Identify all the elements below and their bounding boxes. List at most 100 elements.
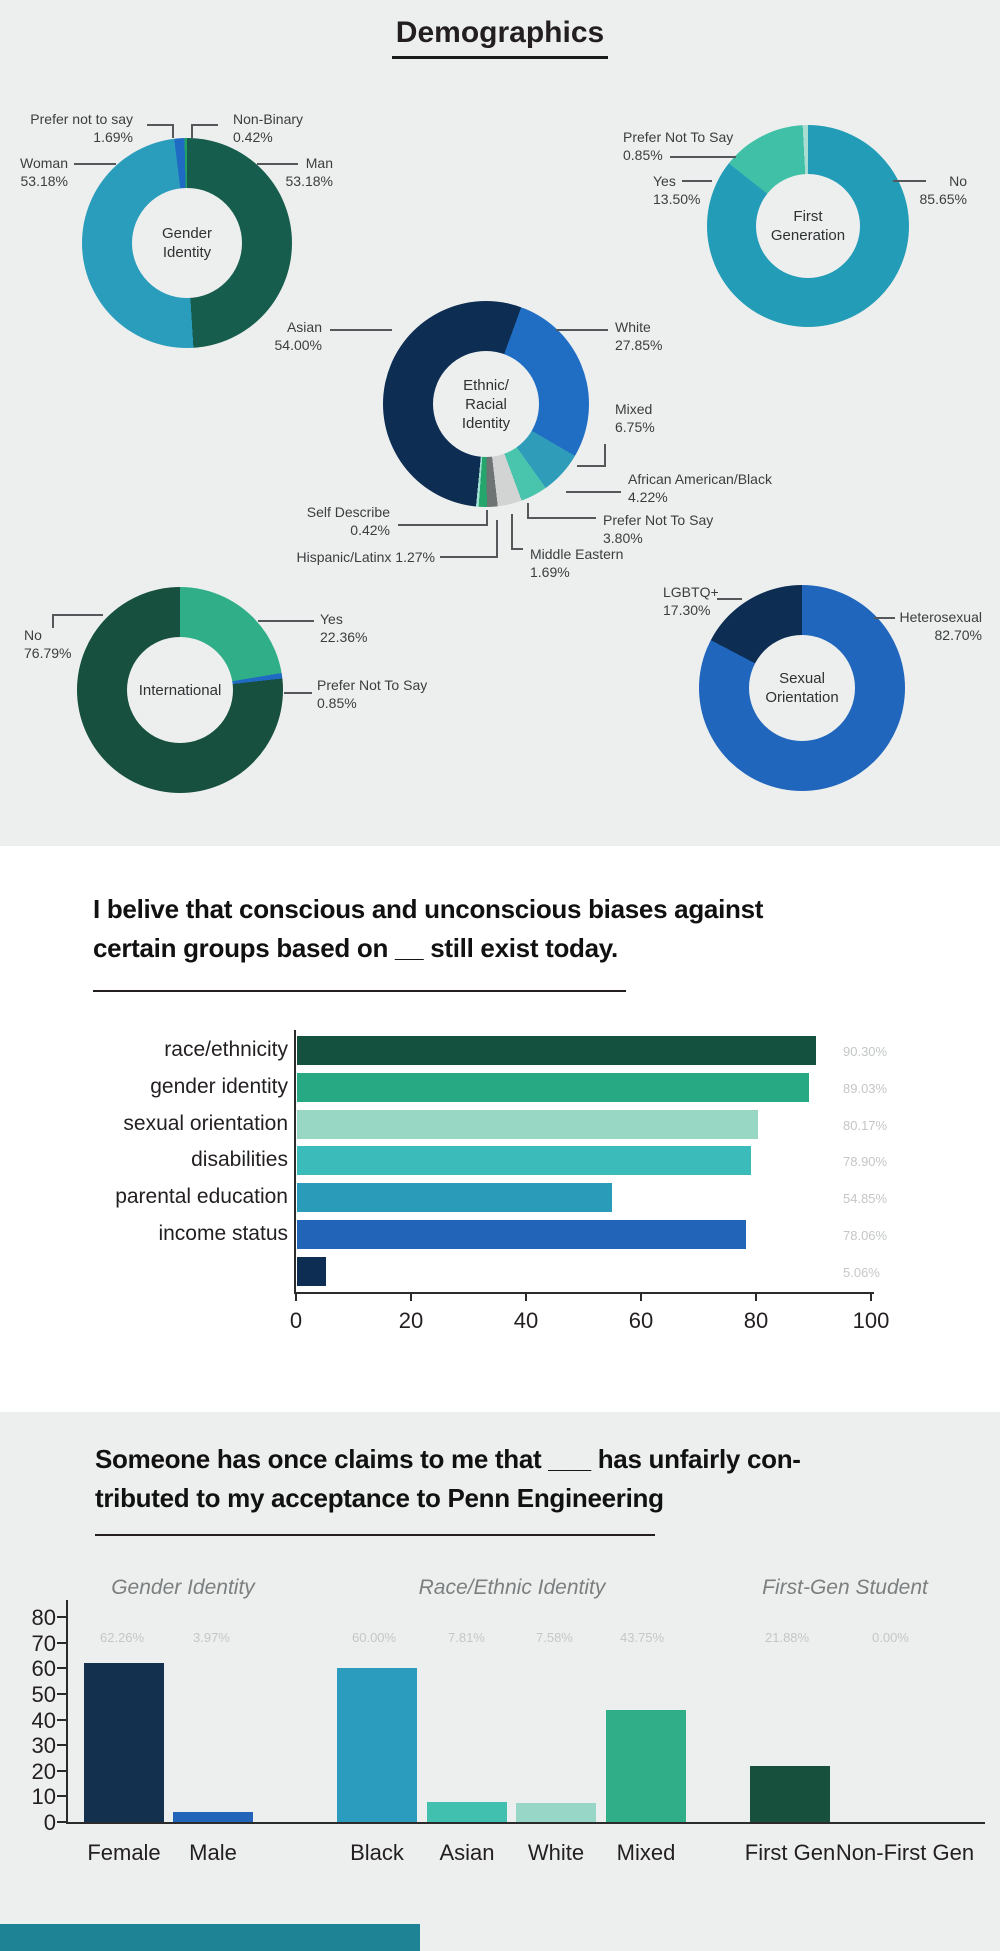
sexual-orientation-slice-label: Heterosexual 82.70% <box>900 608 983 644</box>
bias-value-label: 5.06% <box>843 1264 880 1280</box>
slice-label-line: 1.69% <box>530 564 570 580</box>
slice-label-line: Man <box>305 155 333 171</box>
slice-label-line: No <box>24 627 42 643</box>
accept-y-tick-label: 70 <box>31 1630 56 1656</box>
ethnic-racial-identity-center-line: Identity <box>461 414 511 432</box>
accept-x-label: Male <box>189 1840 237 1865</box>
bias-chart-title-line1: I belive that conscious and unconscious … <box>93 894 764 924</box>
leader-line <box>496 520 498 558</box>
accept-value-label: 7.58% <box>536 1630 573 1645</box>
leader-line <box>670 156 736 158</box>
accept-y-tick <box>57 1667 67 1670</box>
slice-label-line: Asian <box>286 319 322 335</box>
group-title-gender-identity: Gender Identity <box>111 1576 255 1599</box>
ethnic-racial-identity-slice-label: White 27.85% <box>615 318 662 354</box>
bias-category-label: parental education <box>115 1185 288 1209</box>
gender-identity-center-line: Gender <box>161 225 213 242</box>
leader-line <box>604 444 606 466</box>
slice-label-line: 22.36% <box>320 629 368 645</box>
slice-label-line: Yes <box>320 611 343 627</box>
bottom-accent-strip <box>0 1924 420 1951</box>
accept-y-tick-label: 40 <box>31 1707 56 1733</box>
accept-y-tick <box>57 1693 67 1695</box>
leader-line <box>527 503 529 519</box>
slice-label-line: 0.85% <box>623 147 663 163</box>
accept-y-tick <box>57 1718 67 1721</box>
accept-value-label: 21.88% <box>765 1630 810 1645</box>
bias-category-label: sexual orientation <box>123 1111 288 1135</box>
leader-line <box>556 329 608 331</box>
bias-x-tick <box>525 1292 527 1301</box>
leader-line <box>893 180 926 182</box>
leader-line <box>74 163 116 165</box>
ethnic-racial-identity-slice-label: Asian 54.00% <box>275 318 322 354</box>
slice-label-line: Mixed <box>615 401 653 417</box>
ethnic-racial-identity-slice-label: Self Describe 0.42% <box>307 503 390 539</box>
leader-line <box>191 124 218 126</box>
slice-label-line: Prefer Not To Say <box>317 677 428 693</box>
accept-bar-female <box>84 1662 164 1822</box>
ethnic-racial-identity-slice-label: Hispanic/Latinx 1.27% <box>296 548 435 566</box>
slice-label-line: 82.70% <box>934 627 982 643</box>
accept-y-tick <box>57 1795 67 1798</box>
accept-value-label: 0.00% <box>872 1630 909 1645</box>
accept-y-tick <box>57 1821 67 1823</box>
bias-x-tick-label: 40 <box>513 1308 539 1333</box>
demographics-title-wrap: Demographics <box>0 16 1000 59</box>
accept-x-label: First Gen <box>744 1840 836 1865</box>
page-title: Demographics <box>391 16 609 59</box>
bias-chart-title-line2: certain groups based on __ still exist t… <box>93 933 618 963</box>
first-generation-slice-label: Prefer Not To Say 0.85% <box>623 128 733 164</box>
accept-x-label: Mixed <box>616 1840 676 1865</box>
ethnic-racial-identity-slice-label: Prefer Not To Say 3.80% <box>603 511 713 547</box>
slice-label-line: 0.42% <box>350 522 390 538</box>
accept-bar-black <box>337 1668 417 1822</box>
bias-bar-race/ethnicity <box>297 1036 817 1065</box>
slice-label-line: Middle Eastern <box>530 546 624 562</box>
accept-x-label: Female <box>87 1840 161 1865</box>
bias-x-axis <box>294 1292 874 1294</box>
gender-identity-center-line: Identity <box>162 244 212 261</box>
slice-label-line: African American/Black <box>628 471 772 487</box>
accept-bar-mixed <box>606 1710 686 1822</box>
group-title-race-ethnic-identity: Race/Ethnic Identity <box>418 1576 606 1599</box>
sexual-orientation-slice-label: LGBTQ+ 17.30% <box>663 583 719 619</box>
accept-bar-white <box>516 1802 596 1822</box>
bias-category-label: gender identity <box>150 1074 288 1098</box>
slice-label-line: Prefer not to say <box>30 111 133 127</box>
slice-label-line: 76.79% <box>24 645 72 661</box>
slice-label-line: 53.18% <box>20 173 68 189</box>
acceptance-chart-title-line2: tributed to my acceptance to Penn Engine… <box>95 1483 664 1513</box>
slice-label-line: 0.85% <box>317 695 357 711</box>
leader-line <box>398 524 488 526</box>
accept-y-tick <box>57 1641 67 1644</box>
gender-identity-slice-label: Woman 53.18% <box>20 154 68 190</box>
slice-label-line: Prefer Not To Say <box>603 512 714 528</box>
ethnic-racial-identity-slice-label: Middle Eastern 1.69% <box>530 545 623 581</box>
ethnic-racial-identity-center-line: Racial <box>465 395 507 413</box>
leader-line <box>486 510 488 526</box>
bias-x-tick <box>870 1292 872 1301</box>
bias-x-tick-label: 0 <box>289 1308 303 1333</box>
slice-label-line: LGBTQ+ <box>663 584 719 600</box>
leader-line <box>511 548 523 550</box>
accept-value-label: 7.81% <box>448 1630 485 1645</box>
bias-x-tick-label: 100 <box>852 1308 890 1333</box>
slice-label-line: White <box>615 319 651 335</box>
bias-value-label: 80.17% <box>843 1117 888 1133</box>
slice-label-line: 17.30% <box>663 602 711 618</box>
first-generation-center-label: First Generation <box>756 174 860 278</box>
bias-value-label: 78.06% <box>843 1228 888 1243</box>
bias-bar-unlabeled <box>297 1256 327 1286</box>
slice-label-line: Heterosexual <box>899 609 983 625</box>
slice-label-line: 3.80% <box>603 530 643 546</box>
leader-line <box>717 598 742 600</box>
slice-label-line: 4.22% <box>628 489 668 505</box>
slice-label-line: Prefer Not To Say <box>623 129 734 145</box>
accept-x-axis <box>66 1822 985 1824</box>
bias-bar-parental education <box>297 1183 613 1213</box>
accept-value-label: 62.26% <box>100 1630 145 1645</box>
leader-line <box>566 491 621 493</box>
international-center-label: International <box>127 637 233 743</box>
bias-x-tick <box>295 1292 297 1301</box>
